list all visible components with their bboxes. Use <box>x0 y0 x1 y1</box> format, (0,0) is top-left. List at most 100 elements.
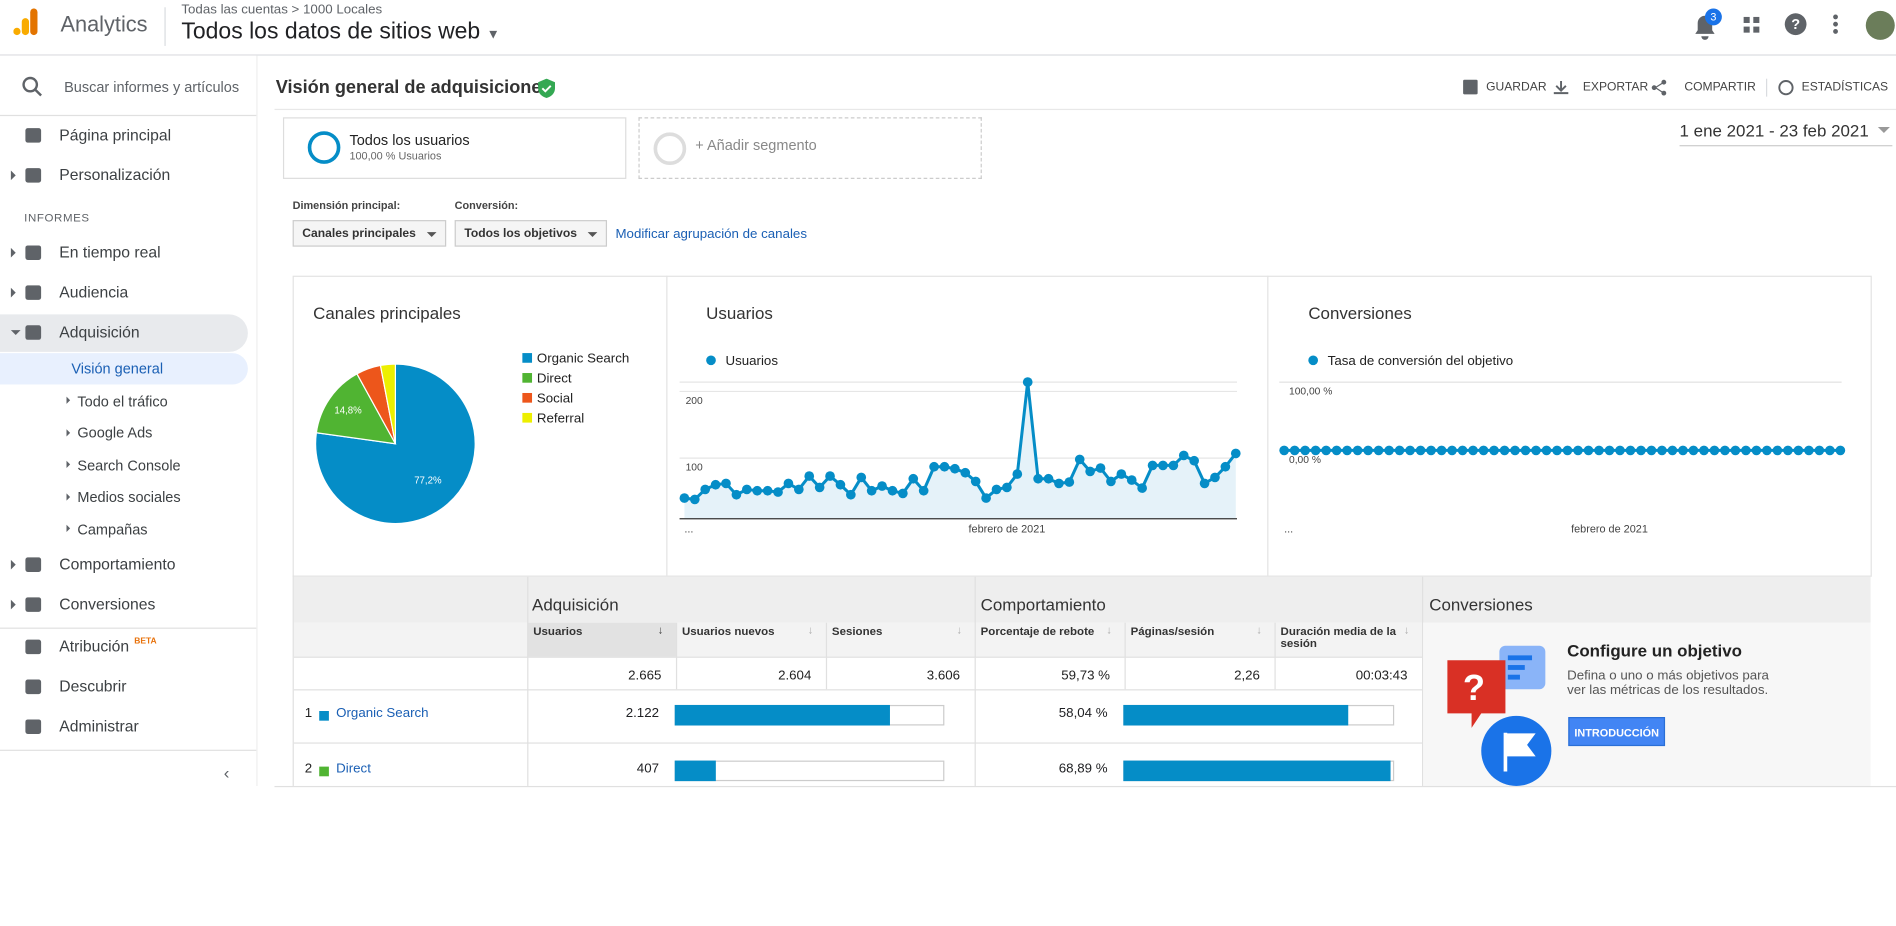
bar-track <box>674 704 945 726</box>
nav-subitem[interactable]: Google Ads <box>77 424 153 442</box>
nav-icon <box>25 245 42 260</box>
point <box>898 488 908 499</box>
point <box>1835 445 1846 456</box>
point <box>1064 477 1075 487</box>
point <box>1199 478 1210 489</box>
share-button[interactable]: COMPARTIR <box>1684 81 1756 95</box>
nav-item[interactable]: Descubrir <box>59 677 127 696</box>
nav-item[interactable]: Comportamiento <box>59 555 176 574</box>
action-icons <box>1463 78 1794 97</box>
expand-arrow <box>10 247 21 258</box>
nav-subitem[interactable]: Search Console <box>77 456 181 474</box>
date-range[interactable]: 1 ene 2021 - 23 feb 2021 <box>1679 121 1893 147</box>
point <box>1178 450 1189 461</box>
column-header[interactable]: Usuarios nuevos <box>681 625 775 639</box>
nav-subitem[interactable]: Campañas <box>77 520 148 538</box>
modify-link[interactable]: Modificar agrupación de canales <box>615 227 807 242</box>
point <box>1573 445 1583 456</box>
segment-ring <box>307 131 341 164</box>
column-header[interactable]: Usuarios <box>533 625 583 639</box>
expand-arrow <box>10 287 21 298</box>
apps-icon[interactable] <box>1743 16 1760 33</box>
point <box>981 493 991 503</box>
nav-item[interactable]: Adquisición <box>59 322 140 341</box>
crumb[interactable]: 1000 Locales <box>303 2 383 17</box>
x-tick-label: ... <box>1284 523 1293 535</box>
nav-item[interactable]: Administrar <box>59 717 139 736</box>
legend-swatch <box>522 373 533 383</box>
group-header: Conversiones <box>1429 594 1533 615</box>
column-header[interactable]: Porcentaje de rebote <box>980 625 1095 639</box>
point <box>1804 445 1814 456</box>
row-link[interactable]: Direct <box>336 761 371 776</box>
nav-subitem[interactable]: Todo el tráfico <box>77 392 168 410</box>
point <box>1520 445 1531 456</box>
conversion-dropdown[interactable]: Todos los objetivos <box>454 220 608 247</box>
point <box>1168 460 1179 471</box>
help-icon[interactable] <box>1784 13 1807 36</box>
divider <box>0 749 257 751</box>
point <box>752 485 763 496</box>
legend-label: Social <box>537 391 573 406</box>
section-label: INFORMES <box>24 211 90 225</box>
legend-label: Organic Search <box>537 351 629 366</box>
column-header[interactable]: Páginas/sesión <box>1130 625 1215 639</box>
insights-button[interactable]: ESTADÍSTICAS <box>1801 81 1889 95</box>
point <box>1793 445 1804 456</box>
header-icons: 3 ? <box>1695 8 1895 40</box>
nav-subitem[interactable]: Medios sociales <box>77 488 181 506</box>
bounce-cell: 68,89 % <box>1058 761 1108 776</box>
expand-arrow <box>66 428 74 436</box>
point <box>1646 445 1657 456</box>
segment-card[interactable] <box>282 117 627 179</box>
nav-item[interactable]: En tiempo real <box>59 243 161 262</box>
segment-sub: 100,00 % Usuarios <box>349 149 442 163</box>
legend-dot <box>1308 355 1319 366</box>
pie-slice <box>379 363 397 444</box>
search-box[interactable]: Buscar informes y artículos <box>64 78 240 96</box>
more-icon[interactable] <box>1833 14 1838 34</box>
view-selector[interactable]: Todos los datos de sitios web ▼ <box>181 19 500 45</box>
crumb[interactable]: Todas las cuentas <box>181 2 288 17</box>
point <box>1751 445 1762 456</box>
column-header[interactable]: Duración media de la sesión <box>1280 625 1397 651</box>
point <box>1043 473 1054 484</box>
bounce-bar <box>1123 704 1349 726</box>
point <box>1363 445 1373 456</box>
nav-item[interactable]: Conversiones <box>59 594 156 614</box>
point <box>1531 445 1541 456</box>
top-bar <box>0 0 1896 56</box>
point <box>846 489 856 500</box>
total-cell: 2.604 <box>778 668 812 684</box>
point <box>1783 445 1793 456</box>
nav-subitem[interactable]: Visión general <box>71 360 164 378</box>
add-segment-ring <box>653 132 687 166</box>
nav-item[interactable]: Atribución <box>59 637 130 656</box>
point <box>1730 445 1741 456</box>
point <box>1415 445 1426 456</box>
column-header[interactable]: Sesiones <box>831 625 883 639</box>
goal-button[interactable]: INTRODUCCIÓN <box>1568 717 1666 747</box>
nav-item[interactable]: Personalización <box>59 165 171 184</box>
point <box>689 494 700 505</box>
sort-icon: ↓ <box>1256 623 1262 637</box>
export-button[interactable]: EXPORTAR <box>1582 81 1649 95</box>
save-button[interactable]: GUARDAR <box>1486 81 1547 95</box>
handle <box>34 88 42 97</box>
avatar[interactable] <box>1865 10 1895 40</box>
point <box>814 482 825 493</box>
view-name: Todos los datos de sitios web <box>181 19 481 45</box>
breadcrumb[interactable]: Todas las cuentas > 1000 Locales <box>181 2 383 17</box>
point <box>1825 445 1835 456</box>
add-segment-card[interactable] <box>638 117 982 179</box>
users-bar <box>674 704 890 726</box>
nav-item[interactable]: Audiencia <box>59 282 129 302</box>
point <box>1636 445 1646 456</box>
point <box>1085 466 1095 477</box>
nav-item[interactable]: Página principal <box>59 125 172 144</box>
collapse-button[interactable]: ‹ <box>223 762 230 783</box>
row-link[interactable]: Organic Search <box>336 706 429 721</box>
dimension-dropdown[interactable]: Canales principales <box>292 220 447 247</box>
nav-icon <box>25 168 42 183</box>
